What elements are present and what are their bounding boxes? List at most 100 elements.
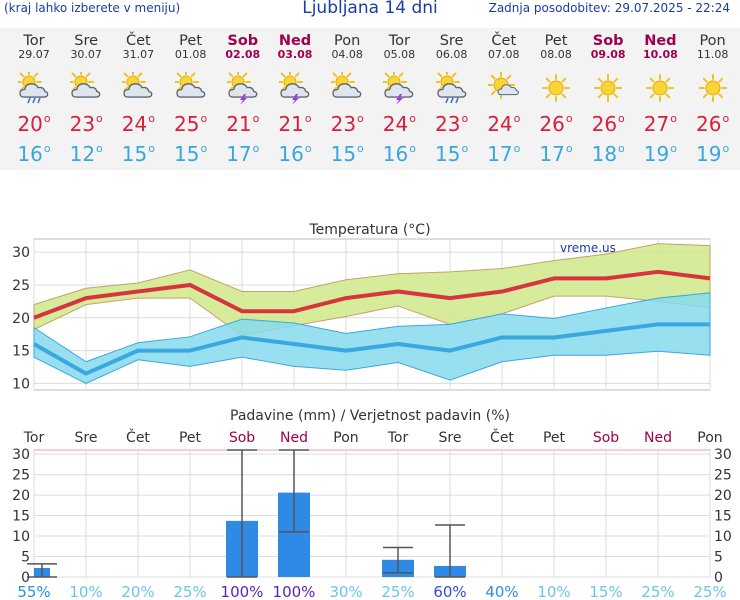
precip-day-label: Pet (179, 430, 202, 446)
max-temp: 26o (539, 112, 573, 136)
precip-day-label: Pet (543, 430, 566, 446)
sun-icon (698, 74, 727, 102)
day-name: Sre (439, 33, 464, 49)
precip-probability-label: 25% (173, 583, 206, 600)
min-temp: 15o (435, 142, 469, 166)
sun-cloud-storm-icon (383, 72, 414, 104)
max-temp: 26o (696, 112, 730, 136)
precip-day-label: Sre (439, 430, 462, 446)
sun-cloud-rain-icon (18, 72, 49, 104)
sun-icon (542, 74, 570, 102)
daily-forecast-strip: Tor 29.07 20o 16o Sre 30.07 23o 12o Čet 31.07 24o 1… (0, 28, 740, 170)
precip-probability-label: 55% (17, 583, 50, 600)
min-temp-range-band (33, 292, 711, 384)
min-temp: 12o (69, 142, 103, 166)
min-temp: 17o (539, 142, 573, 166)
day-name: Sob (227, 33, 259, 49)
precip-day-label: Ned (280, 430, 308, 446)
day-name: Sre (74, 33, 99, 49)
precip-probability-label: 100% (273, 583, 316, 600)
precip-probability-label: 30% (329, 583, 362, 600)
temp-tick-label: 10 (12, 376, 30, 392)
max-temp: 26o (591, 112, 625, 136)
forecast-day: Pet 08.08 26o 17o (530, 28, 582, 170)
day-name: Pet (179, 33, 203, 49)
day-name: Pon (334, 33, 361, 49)
sun-cloud-storm-icon (279, 72, 310, 104)
precip-probability-label: 10% (537, 583, 570, 600)
max-temp: 23o (69, 112, 103, 136)
day-name: Ned (278, 33, 312, 49)
day-date: 07.08 (488, 48, 520, 61)
sun-icon (646, 74, 675, 102)
precipitation-chart-title: Padavine (mm) / Verjetnost padavin (%) (230, 408, 510, 424)
precip-day-label: Sre (75, 430, 98, 446)
min-temp: 19o (696, 142, 730, 166)
forecast-day: Čet 07.08 24o 17o (478, 28, 530, 170)
min-temp: 16o (278, 142, 312, 166)
day-date: 09.08 (590, 48, 626, 61)
precip-probability-label: 10% (69, 583, 102, 600)
precipitation-plot-area (33, 449, 711, 578)
min-temp: 17o (226, 142, 260, 166)
day-date: 05.08 (383, 48, 416, 61)
day-name: Sob (592, 33, 624, 49)
min-temp: 18o (591, 142, 625, 166)
precip-tick-label-left: 0 (21, 570, 30, 586)
precip-probability-label: 25% (693, 583, 726, 600)
day-name: Pet (544, 33, 568, 49)
location-menu-hint[interactable]: (kraj lahko izberete v meniju) (4, 1, 181, 15)
min-temp: 15o (174, 142, 208, 166)
forecast-day: Tor 05.08 24o 16o (373, 28, 425, 170)
precip-tick-label-right: 15 (714, 509, 732, 525)
precip-day-label: Sob (229, 430, 255, 446)
day-date: 10.08 (642, 48, 678, 61)
sun-cloud-icon (174, 72, 205, 98)
forecast-day: Čet 31.07 24o 15o (112, 28, 164, 170)
forecast-day: Ned 03.08 21o 16o (269, 28, 321, 170)
day-name: Pon (699, 33, 726, 49)
precip-probability-label: 40% (485, 583, 518, 600)
precip-tick-label-left: 30 (12, 447, 30, 463)
forecast-day: Pon 04.08 23o 15o (321, 28, 373, 170)
day-date: 06.08 (435, 48, 468, 61)
page-title: Ljubljana 14 dni (302, 0, 438, 18)
precip-probability-label: 20% (121, 583, 154, 600)
min-temp: 15o (121, 142, 155, 166)
day-date: 01.08 (174, 48, 207, 61)
precip-day-label: Tor (387, 430, 409, 446)
temp-tick-label: 20 (12, 311, 30, 327)
sun-cloud-icon (122, 72, 153, 98)
precip-tick-label-left: 10 (12, 529, 30, 545)
max-temp: 25o (174, 112, 208, 136)
day-name: Ned (644, 33, 677, 49)
precip-tick-label-left: 20 (12, 488, 30, 504)
precip-day-label: Pon (333, 430, 358, 446)
min-temp: 16o (17, 142, 51, 166)
temp-tick-label: 25 (12, 278, 30, 294)
precip-probability-label: 25% (641, 583, 674, 600)
precip-probability-label: 15% (589, 583, 622, 600)
max-temp: 24o (382, 112, 416, 136)
precip-tick-label-right: 25 (714, 468, 732, 484)
precip-day-label: Sob (593, 430, 619, 446)
forecast-day: Pet 01.08 25o 15o (165, 28, 217, 170)
sun-icon (594, 74, 623, 102)
precip-tick-label-right: 5 (714, 550, 723, 566)
sun-cloud-storm-icon (226, 72, 258, 104)
precip-day-label: Ned (644, 430, 672, 446)
max-temp: 24o (487, 112, 521, 136)
precip-day-label: Čet (126, 428, 150, 446)
precip-tick-label-left: 5 (21, 550, 30, 566)
day-date: 03.08 (277, 48, 313, 61)
precip-day-label: Čet (490, 428, 514, 446)
sun-cloud-icon (70, 72, 101, 98)
forecast-charts: Temperatura (°C) 10 15 20 25 30 vreme.us Padavi… (12, 222, 732, 600)
precip-tick-label-left: 15 (12, 509, 30, 525)
header-bar: (kraj lahko izberete v meniju) Ljubljana… (0, 0, 740, 20)
precip-tick-label-right: 30 (714, 447, 732, 463)
forecast-day: Sob 02.08 21o 17o (217, 28, 269, 170)
min-temp: 17o (487, 142, 521, 166)
precip-probability-label: 25% (381, 583, 414, 600)
sun-cloud-icon (331, 72, 362, 98)
